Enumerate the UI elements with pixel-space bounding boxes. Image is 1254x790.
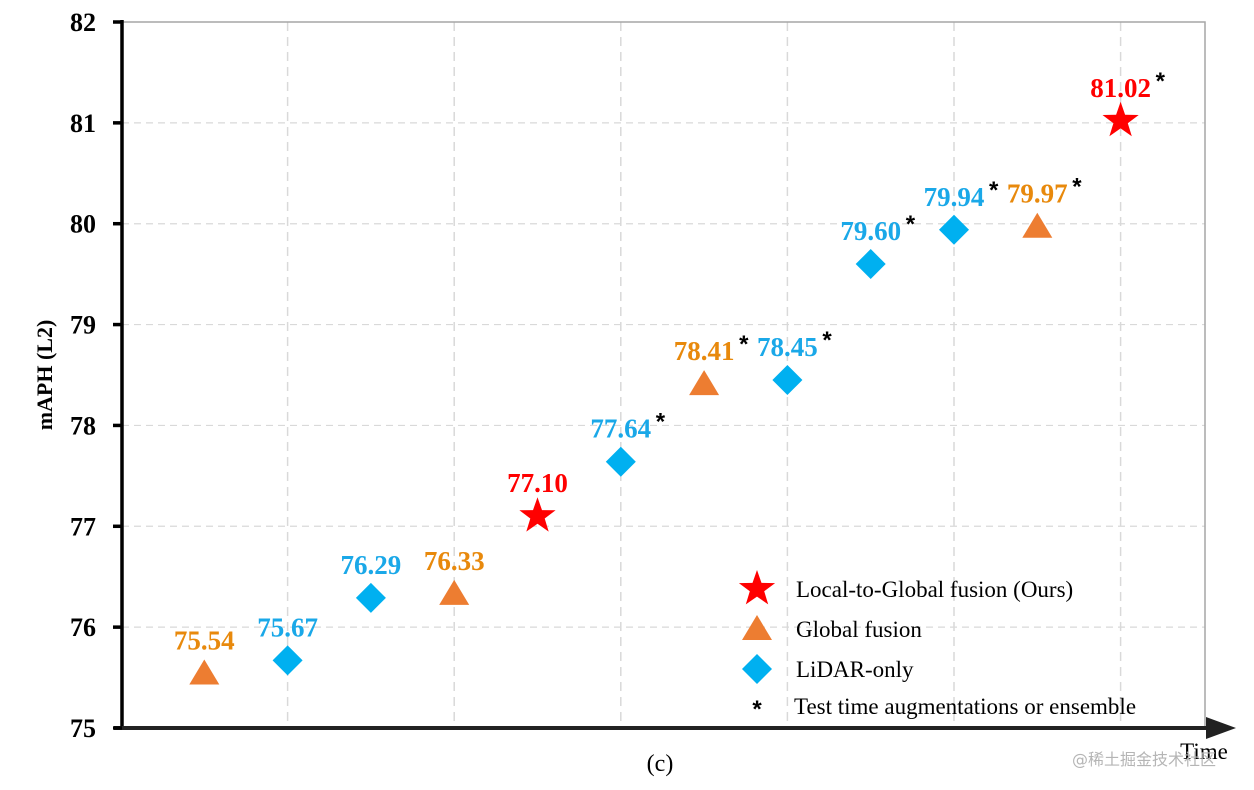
- y-axis-label: mAPH (L2): [32, 320, 57, 431]
- legend-item: Global fusion: [742, 615, 922, 642]
- y-tick-label: 75: [70, 714, 96, 743]
- legend-item: Local-to-Global fusion (Ours): [738, 570, 1073, 605]
- x-axis-arrowhead: [1206, 717, 1236, 739]
- data-label: 79.97: [1007, 179, 1068, 209]
- data-label: 76.33: [424, 546, 485, 576]
- data-point: 77.64 *: [590, 409, 666, 477]
- star-icon: [738, 570, 776, 605]
- diamond-marker: [272, 645, 303, 676]
- star-marker: [519, 497, 556, 532]
- diamond-marker: [855, 249, 886, 280]
- data-label: 78.45: [757, 332, 818, 362]
- y-tick-label: 78: [70, 411, 96, 440]
- data-point: 76.29: [341, 550, 402, 613]
- data-point: 76.33: [424, 546, 485, 605]
- data-label: 78.41: [674, 336, 735, 366]
- tta-asterisk: *: [989, 177, 999, 204]
- grid-lines: [122, 22, 1205, 728]
- triangle-marker: [439, 579, 470, 605]
- data-label: 79.94: [924, 182, 985, 212]
- data-label: 76.29: [341, 550, 402, 580]
- legend-label: Test time augmentations or ensemble: [794, 694, 1136, 719]
- data-point: 77.10: [507, 468, 568, 532]
- data-point: 78.41 *: [674, 331, 749, 396]
- data-point: 75.54: [174, 626, 235, 685]
- triangle-marker: [689, 370, 720, 396]
- y-ticks: 75 76 77 78 79 80 81 82: [70, 8, 122, 743]
- axes: [114, 20, 1236, 739]
- legend-item: LiDAR-only: [742, 654, 914, 684]
- triangle-marker: [189, 659, 220, 685]
- legend-label: LiDAR-only: [796, 657, 914, 682]
- data-point: 79.60 *: [840, 211, 916, 280]
- diamond-marker: [772, 365, 803, 396]
- data-point: 75.67: [257, 612, 318, 676]
- y-tick-label: 82: [70, 8, 96, 37]
- asterisk-icon: *: [752, 696, 762, 723]
- triangle-icon: [742, 615, 772, 640]
- legend-label: Global fusion: [796, 617, 922, 642]
- legend-item: * Test time augmentations or ensemble: [752, 694, 1136, 723]
- data-point: 79.97 *: [1007, 174, 1082, 238]
- y-tick-label: 81: [70, 109, 96, 138]
- x-axis-label: Time: [1180, 739, 1228, 764]
- diamond-marker: [355, 582, 386, 613]
- y-tick-label: 79: [70, 311, 96, 340]
- y-tick-label: 76: [70, 613, 96, 642]
- data-label: 79.60: [840, 216, 901, 246]
- tta-asterisk: *: [656, 409, 666, 436]
- figure-caption: (c): [647, 751, 674, 777]
- tta-asterisk: *: [822, 327, 832, 354]
- diamond-icon: [742, 654, 772, 684]
- diamond-marker: [605, 446, 636, 477]
- y-tick-label: 77: [70, 512, 96, 541]
- data-label: 77.64: [590, 414, 651, 444]
- triangle-marker: [1022, 212, 1053, 238]
- data-point: 81.02 *: [1090, 68, 1166, 137]
- diamond-marker: [939, 214, 969, 245]
- y-tick-label: 80: [70, 210, 96, 239]
- data-label: 75.54: [174, 626, 235, 656]
- tta-asterisk: *: [906, 211, 916, 238]
- tta-asterisk: *: [1072, 174, 1082, 201]
- data-label: 81.02: [1090, 73, 1151, 103]
- data-label: 75.67: [257, 612, 318, 642]
- star-marker: [1102, 101, 1139, 137]
- watermark: @稀土掘金技术社区: [1072, 750, 1216, 769]
- tta-asterisk: *: [739, 331, 749, 358]
- data-point: 79.94 *: [924, 177, 999, 245]
- data-label: 77.10: [507, 468, 568, 498]
- data-point: 78.45 *: [757, 327, 832, 396]
- legend-label: Local-to-Global fusion (Ours): [796, 577, 1073, 602]
- legend: Local-to-Global fusion (Ours) Global fusi…: [738, 570, 1136, 723]
- tta-asterisk: *: [1156, 68, 1166, 95]
